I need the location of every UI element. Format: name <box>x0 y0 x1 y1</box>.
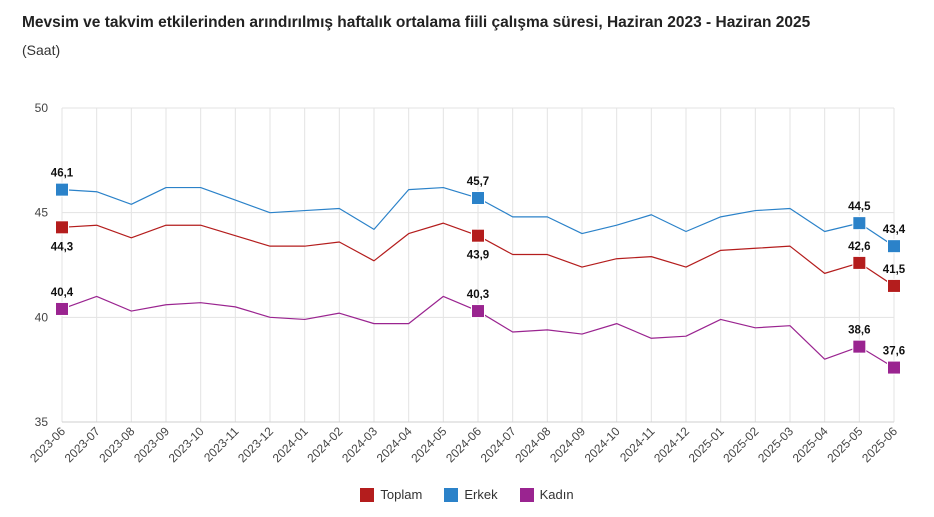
y-tick-label: 35 <box>35 415 49 429</box>
data-label: 46,1 <box>51 168 74 180</box>
chart-subtitle: (Saat) <box>22 42 61 58</box>
x-tick-label: 2023-12 <box>235 424 276 465</box>
legend-swatch-toplam <box>360 487 375 502</box>
data-label: 37,6 <box>883 346 905 358</box>
data-point-marker <box>887 360 901 375</box>
x-tick-label: 2023-06 <box>27 424 68 465</box>
x-tick-label: 2024-02 <box>304 424 345 465</box>
legend-swatch-erkek <box>444 487 459 502</box>
data-point-marker <box>852 255 867 270</box>
legend-item-erkek[interactable]: Erkek <box>444 487 498 502</box>
x-tick-label: 2024-05 <box>408 424 449 465</box>
x-tick-label: 2024-12 <box>651 424 692 465</box>
data-point-marker <box>887 278 901 293</box>
x-tick-label: 2025-01 <box>686 424 727 465</box>
data-label: 45,7 <box>467 176 489 188</box>
x-tick-label: 2024-10 <box>582 424 623 465</box>
data-label: 43,4 <box>883 224 906 236</box>
data-point-marker <box>55 301 69 316</box>
data-point-marker <box>55 182 69 197</box>
data-label: 40,3 <box>467 289 489 301</box>
legend-item-toplam[interactable]: Toplam <box>360 487 422 502</box>
x-tick-label: 2024-09 <box>547 424 588 465</box>
legend-item-kadin[interactable]: Kadın <box>519 487 574 502</box>
x-tick-label: 2024-11 <box>617 424 658 465</box>
legend-swatch-kadin <box>519 487 534 502</box>
data-point-marker <box>852 339 867 354</box>
data-point-marker <box>852 216 867 231</box>
data-label: 43,9 <box>467 250 489 262</box>
x-tick-label: 2025-03 <box>755 424 796 465</box>
data-point-marker <box>471 304 485 319</box>
data-point-marker <box>471 228 485 243</box>
x-tick-label: 2024-04 <box>374 424 415 465</box>
y-tick-label: 45 <box>35 206 49 220</box>
x-tick-label: 2024-03 <box>339 424 380 465</box>
x-tick-label: 2024-08 <box>512 424 553 465</box>
legend-label-toplam: Toplam <box>380 487 423 502</box>
y-tick-label: 50 <box>35 101 49 115</box>
chart-title: Mevsim ve takvim etkilerinden arındırılm… <box>22 14 811 31</box>
data-label: 42,6 <box>848 241 870 253</box>
x-tick-label: 2025-06 <box>859 424 900 465</box>
y-tick-label: 40 <box>35 310 49 324</box>
x-tick-label: 2025-04 <box>790 424 831 465</box>
data-point-marker <box>887 239 901 254</box>
data-point-marker <box>471 191 485 206</box>
x-tick-label: 2024-07 <box>478 424 519 465</box>
x-tick-label: 2023-10 <box>166 424 207 465</box>
x-tick-label: 2023-07 <box>62 424 103 465</box>
data-label: 40,4 <box>51 287 74 299</box>
data-point-marker <box>55 220 69 235</box>
x-tick-label: 2024-06 <box>443 424 484 465</box>
data-label: 41,5 <box>883 264 906 276</box>
legend-label-erkek: Erkek <box>464 487 498 502</box>
x-tick-label: 2025-05 <box>824 424 865 465</box>
x-tick-label: 2024-01 <box>270 424 311 465</box>
legend-label-kadin: Kadın <box>539 487 574 502</box>
data-label: 44,3 <box>51 241 73 253</box>
x-tick-label: 2023-08 <box>96 424 137 465</box>
x-tick-label: 2023-09 <box>131 424 172 465</box>
x-tick-label: 2025-02 <box>720 424 761 465</box>
chart-legend: Toplam Erkek Kadın <box>0 487 934 502</box>
data-label: 44,5 <box>848 201 871 213</box>
data-label: 38,6 <box>848 325 870 337</box>
x-tick-label: 2023-11 <box>201 424 242 465</box>
line-chart: 354045502023-062023-072023-082023-092023… <box>27 101 906 465</box>
